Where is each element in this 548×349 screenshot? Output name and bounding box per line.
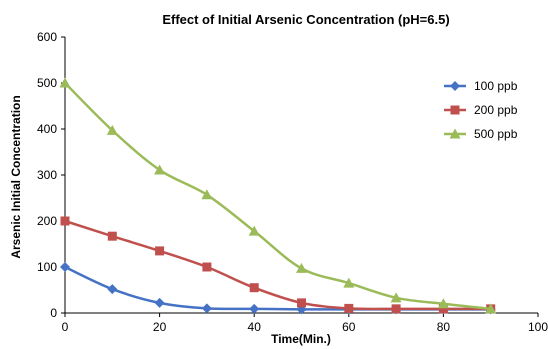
data-point-100-ppb: [154, 297, 165, 308]
data-point-200-ppb: [107, 231, 117, 241]
legend-marker-200-ppb: [450, 105, 460, 115]
legend: 100 ppb 200 ppb 500 ppb: [444, 79, 518, 141]
data-point-200-ppb: [202, 262, 212, 272]
legend-marker-100-ppb: [450, 81, 460, 91]
chart-title: Effect of Initial Arsenic Concentration …: [162, 12, 449, 27]
x-tick-label: 100: [528, 320, 548, 334]
data-point-100-ppb: [60, 262, 70, 272]
data-point-500-ppb: [390, 292, 402, 303]
legend-label-100-ppb: 100 ppb: [474, 79, 518, 93]
data-point-200-ppb: [391, 304, 401, 314]
data-point-100-ppb: [249, 303, 260, 314]
y-tick-label: 0: [50, 306, 57, 320]
legend-marker-500-ppb: [449, 128, 461, 139]
x-tick-label: 20: [153, 320, 167, 334]
data-point-200-ppb: [155, 246, 165, 256]
series-line-500-ppb: [64, 82, 491, 311]
data-point-500-ppb: [485, 303, 497, 314]
data-point-200-ppb: [438, 304, 448, 314]
x-tick-label: 80: [437, 320, 451, 334]
legend-label-500-ppb: 500 ppb: [474, 127, 518, 141]
data-point-500-ppb: [106, 124, 118, 135]
x-tick-label: 0: [62, 320, 69, 334]
y-tick-label: 400: [37, 122, 57, 136]
y-tick-label: 200: [37, 214, 57, 228]
series-line-200-ppb: [64, 219, 491, 311]
x-tick-label: 60: [342, 320, 356, 334]
data-point-500-ppb: [201, 189, 213, 200]
y-tick-label: 600: [37, 30, 57, 44]
data-point-500-ppb: [296, 262, 307, 273]
data-point-200-ppb: [344, 303, 354, 313]
data-point-500-ppb: [248, 225, 260, 236]
data-point-500-ppb: [59, 77, 71, 88]
x-tick-label: 40: [248, 320, 262, 334]
data-point-200-ppb: [297, 298, 306, 308]
data-point-200-ppb: [60, 216, 70, 226]
data-point-500-ppb: [343, 277, 355, 288]
data-point-100-ppb: [201, 303, 212, 314]
y-tick-label: 300: [37, 168, 57, 182]
plot-area: 0 100 200 300 400 500 600 0 20 40 60 80 100: [37, 30, 548, 334]
legend-label-200-ppb: 200 ppb: [474, 103, 518, 117]
data-point-500-ppb: [154, 164, 166, 175]
data-point-500-ppb: [437, 298, 449, 309]
data-point-200-ppb: [249, 283, 259, 293]
y-tick-label: 100: [37, 260, 57, 274]
y-tick-label: 500: [37, 76, 57, 90]
x-axis-label: Time(Min.): [271, 332, 331, 346]
y-axis-label: Arsenic Initial Concentration: [9, 95, 23, 258]
data-point-100-ppb: [107, 284, 118, 295]
